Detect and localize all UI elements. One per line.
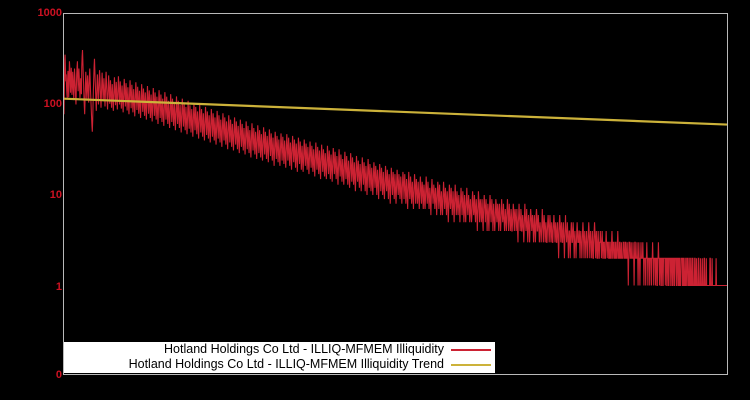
legend-swatch-trend-line-icon <box>451 363 491 366</box>
legend-entry-label: Hotland Holdings Co Ltd - ILLIQ-MFMEM Il… <box>128 357 444 371</box>
legend-entry-label: Hotland Holdings Co Ltd - ILLIQ-MFMEM Il… <box>164 342 444 356</box>
series-illiquidity-line <box>64 49 727 287</box>
series-trend-line <box>64 97 727 126</box>
legend-swatch-line-icon <box>451 348 491 351</box>
y-axis-tick-1: 1 <box>55 281 62 293</box>
y-axis-tick-1000: 1000 <box>37 7 62 19</box>
y-axis-tick-10: 10 <box>49 189 62 201</box>
legend-entry-illiquidity[interactable]: Hotland Holdings Co Ltd - ILLIQ-MFMEM Il… <box>64 342 495 357</box>
legend: Hotland Holdings Co Ltd - ILLIQ-MFMEM Il… <box>64 342 495 373</box>
plot-area <box>63 13 728 375</box>
y-axis-tick-100: 100 <box>43 98 62 110</box>
legend-entry-illiquidity-trend[interactable]: Hotland Holdings Co Ltd - ILLIQ-MFMEM Il… <box>64 357 495 372</box>
series-canvas <box>64 49 727 287</box>
y-axis-tick-0: 0 <box>55 369 62 381</box>
